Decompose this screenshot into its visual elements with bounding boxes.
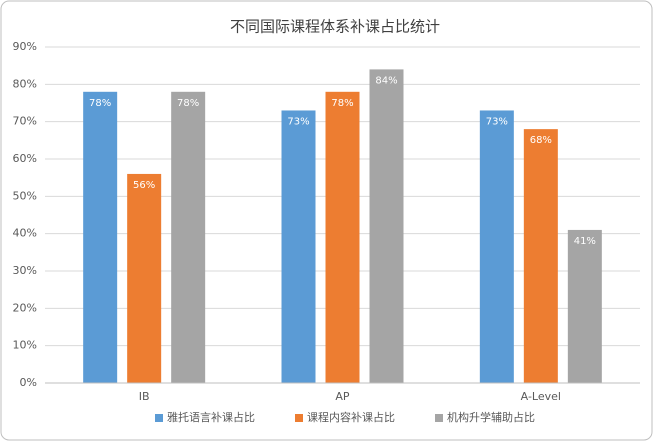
y-tick-label: 40% — [13, 227, 37, 240]
y-tick-label: 60% — [13, 152, 37, 165]
y-tick-label: 70% — [13, 115, 37, 128]
legend-label: 课程内容补课占比 — [307, 410, 395, 424]
y-tick-label: 0% — [20, 376, 37, 389]
y-tick-label: 20% — [13, 301, 37, 314]
y-tick-label: 90% — [13, 40, 37, 53]
data-label: 73% — [287, 116, 309, 127]
legend-label: 机构升学辅助占比 — [447, 410, 535, 424]
data-label: 41% — [574, 236, 596, 247]
bar — [281, 110, 316, 383]
y-tick-label: 80% — [13, 77, 37, 90]
bar — [567, 229, 602, 383]
data-label: 78% — [331, 98, 353, 109]
y-tick-label: 10% — [13, 339, 37, 352]
legend-label: 雅托语言补课占比 — [167, 410, 255, 424]
bar — [369, 69, 404, 384]
bar — [325, 91, 360, 384]
data-label: 84% — [375, 75, 397, 86]
bar — [127, 173, 162, 383]
x-tick-label: AP — [335, 390, 350, 403]
data-label: 68% — [530, 135, 552, 146]
bar — [83, 91, 118, 384]
data-label: 73% — [486, 116, 508, 127]
legend-swatch — [155, 414, 163, 422]
x-tick-label: IB — [139, 390, 150, 403]
y-tick-label: 30% — [13, 264, 37, 277]
x-tick-label: A-Level — [521, 390, 561, 403]
legend-swatch — [435, 414, 443, 422]
y-tick-label: 50% — [13, 189, 37, 202]
bar — [479, 110, 514, 383]
data-label: 78% — [89, 98, 111, 109]
data-label: 78% — [177, 98, 199, 109]
bar — [523, 129, 558, 383]
chart-title: 不同国际课程体系补课占比统计 — [230, 18, 440, 36]
bar — [171, 91, 206, 384]
data-label: 56% — [133, 180, 155, 191]
legend-swatch — [295, 414, 303, 422]
